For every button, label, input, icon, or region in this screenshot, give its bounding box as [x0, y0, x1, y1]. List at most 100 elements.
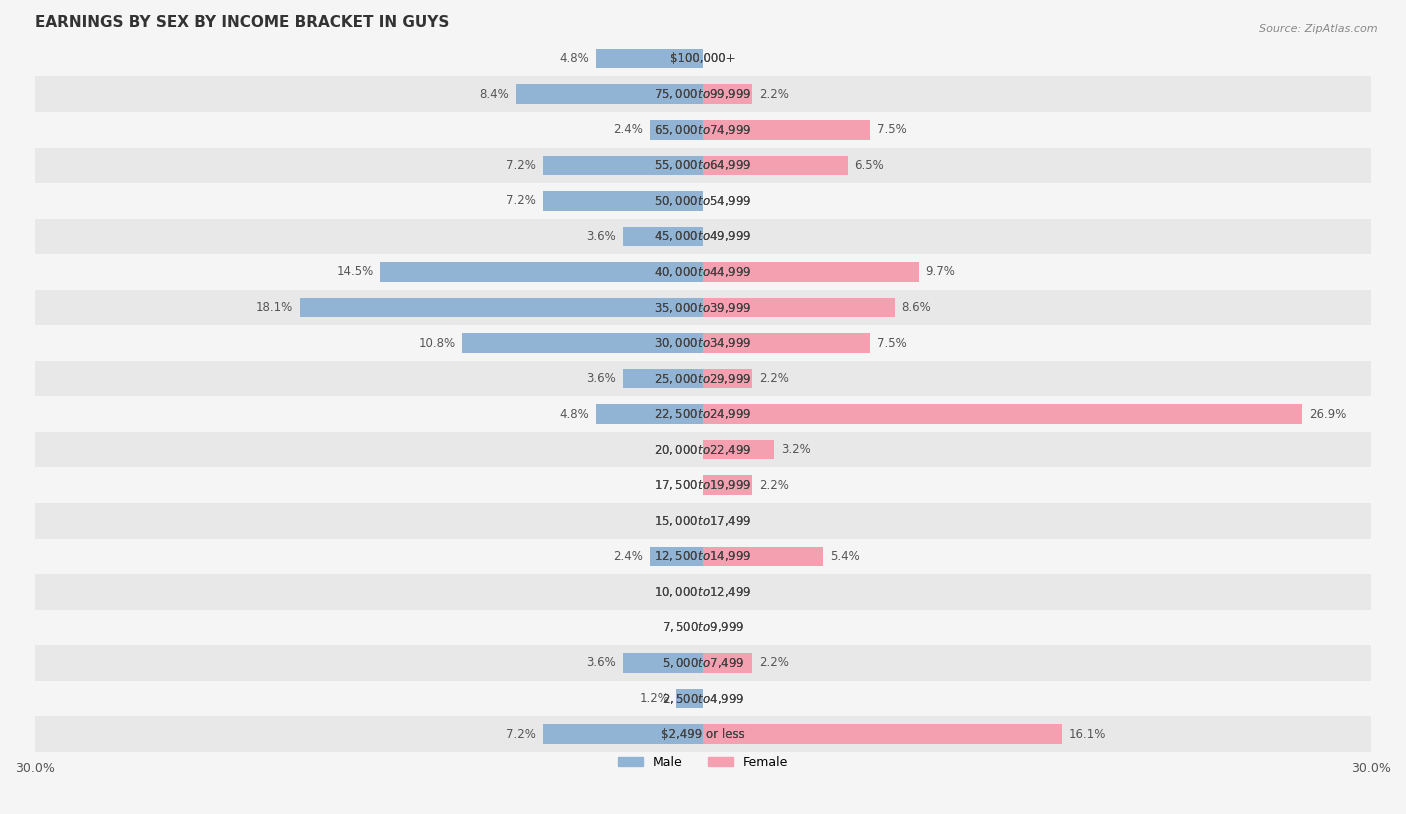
Bar: [516, 85, 703, 104]
Text: 2.4%: 2.4%: [613, 549, 643, 562]
Text: $65,000 to $74,999: $65,000 to $74,999: [654, 123, 752, 137]
Bar: [35, 326, 1371, 361]
Bar: [463, 333, 703, 352]
Bar: [35, 503, 1371, 539]
Text: 7.5%: 7.5%: [877, 123, 907, 136]
Text: 2.2%: 2.2%: [759, 656, 789, 669]
Text: $45,000 to $49,999: $45,000 to $49,999: [654, 230, 752, 243]
Bar: [650, 546, 703, 566]
Bar: [703, 724, 1062, 744]
Text: $40,000 to $44,999: $40,000 to $44,999: [654, 265, 752, 279]
Text: $55,000 to $64,999: $55,000 to $64,999: [654, 158, 752, 173]
Text: $45,000 to $49,999: $45,000 to $49,999: [654, 230, 752, 243]
Text: $20,000 to $22,499: $20,000 to $22,499: [654, 443, 752, 457]
Text: $30,000 to $34,999: $30,000 to $34,999: [654, 336, 752, 350]
Bar: [703, 85, 752, 104]
Text: $2,499 or less: $2,499 or less: [661, 728, 745, 741]
Text: Source: ZipAtlas.com: Source: ZipAtlas.com: [1260, 24, 1378, 34]
Text: 4.8%: 4.8%: [560, 408, 589, 421]
Bar: [703, 653, 752, 672]
Bar: [299, 298, 703, 317]
Text: $100,000+: $100,000+: [671, 52, 735, 65]
Text: $2,499 or less: $2,499 or less: [661, 728, 745, 741]
Text: $35,000 to $39,999: $35,000 to $39,999: [654, 300, 752, 314]
Bar: [35, 77, 1371, 112]
Text: 4.8%: 4.8%: [560, 52, 589, 65]
Text: 3.6%: 3.6%: [586, 230, 616, 243]
Bar: [35, 361, 1371, 396]
Bar: [703, 546, 824, 566]
Text: $17,500 to $19,999: $17,500 to $19,999: [654, 479, 752, 492]
Bar: [650, 120, 703, 139]
Bar: [596, 405, 703, 424]
Text: 7.2%: 7.2%: [506, 195, 536, 208]
Bar: [543, 724, 703, 744]
Text: $7,500 to $9,999: $7,500 to $9,999: [662, 620, 744, 634]
Bar: [35, 396, 1371, 432]
Text: $35,000 to $39,999: $35,000 to $39,999: [654, 300, 752, 314]
Text: 18.1%: 18.1%: [256, 301, 294, 314]
Bar: [543, 191, 703, 211]
Bar: [596, 49, 703, 68]
Bar: [35, 646, 1371, 681]
Bar: [35, 41, 1371, 77]
Bar: [35, 610, 1371, 646]
Bar: [35, 219, 1371, 254]
Text: $2,500 to $4,999: $2,500 to $4,999: [662, 692, 744, 706]
Text: 26.9%: 26.9%: [1309, 408, 1346, 421]
Bar: [703, 262, 920, 282]
Text: $10,000 to $12,499: $10,000 to $12,499: [654, 585, 752, 599]
Text: $12,500 to $14,999: $12,500 to $14,999: [654, 549, 752, 563]
Text: $15,000 to $17,499: $15,000 to $17,499: [654, 514, 752, 527]
Text: $40,000 to $44,999: $40,000 to $44,999: [654, 265, 752, 279]
Text: $15,000 to $17,499: $15,000 to $17,499: [654, 514, 752, 527]
Text: 5.4%: 5.4%: [830, 549, 859, 562]
Text: 10.8%: 10.8%: [419, 336, 456, 349]
Text: $10,000 to $12,499: $10,000 to $12,499: [654, 585, 752, 599]
Text: 1.2%: 1.2%: [640, 692, 669, 705]
Bar: [703, 155, 848, 175]
Text: 7.2%: 7.2%: [506, 159, 536, 172]
Bar: [380, 262, 703, 282]
Text: 14.5%: 14.5%: [336, 265, 374, 278]
Text: $5,000 to $7,499: $5,000 to $7,499: [662, 656, 744, 670]
Text: EARNINGS BY SEX BY INCOME BRACKET IN GUYS: EARNINGS BY SEX BY INCOME BRACKET IN GUY…: [35, 15, 450, 30]
Text: $65,000 to $74,999: $65,000 to $74,999: [654, 123, 752, 137]
Bar: [35, 290, 1371, 326]
Text: 2.2%: 2.2%: [759, 372, 789, 385]
Bar: [703, 440, 775, 459]
Text: $5,000 to $7,499: $5,000 to $7,499: [662, 656, 744, 670]
Text: $50,000 to $54,999: $50,000 to $54,999: [654, 194, 752, 208]
Text: 6.5%: 6.5%: [855, 159, 884, 172]
Bar: [703, 405, 1302, 424]
Bar: [35, 147, 1371, 183]
Text: 7.2%: 7.2%: [506, 728, 536, 741]
Text: $12,500 to $14,999: $12,500 to $14,999: [654, 549, 752, 563]
Text: 2.4%: 2.4%: [613, 123, 643, 136]
Text: $20,000 to $22,499: $20,000 to $22,499: [654, 443, 752, 457]
Text: 3.6%: 3.6%: [586, 656, 616, 669]
Text: $22,500 to $24,999: $22,500 to $24,999: [654, 407, 752, 421]
Text: 7.5%: 7.5%: [877, 336, 907, 349]
Text: $75,000 to $99,999: $75,000 to $99,999: [654, 87, 752, 101]
Bar: [35, 112, 1371, 147]
Bar: [35, 432, 1371, 467]
Text: $7,500 to $9,999: $7,500 to $9,999: [662, 620, 744, 634]
Text: $17,500 to $19,999: $17,500 to $19,999: [654, 479, 752, 492]
Legend: Male, Female: Male, Female: [613, 751, 793, 774]
Bar: [703, 333, 870, 352]
Bar: [543, 155, 703, 175]
Text: $25,000 to $29,999: $25,000 to $29,999: [654, 372, 752, 386]
Text: 8.6%: 8.6%: [901, 301, 931, 314]
Text: $55,000 to $64,999: $55,000 to $64,999: [654, 158, 752, 173]
Bar: [623, 653, 703, 672]
Text: $30,000 to $34,999: $30,000 to $34,999: [654, 336, 752, 350]
Bar: [35, 539, 1371, 574]
Text: 3.2%: 3.2%: [780, 443, 811, 456]
Bar: [623, 226, 703, 246]
Bar: [623, 369, 703, 388]
Bar: [676, 689, 703, 708]
Text: $75,000 to $99,999: $75,000 to $99,999: [654, 87, 752, 101]
Text: 2.2%: 2.2%: [759, 88, 789, 101]
Text: $100,000+: $100,000+: [671, 52, 735, 65]
